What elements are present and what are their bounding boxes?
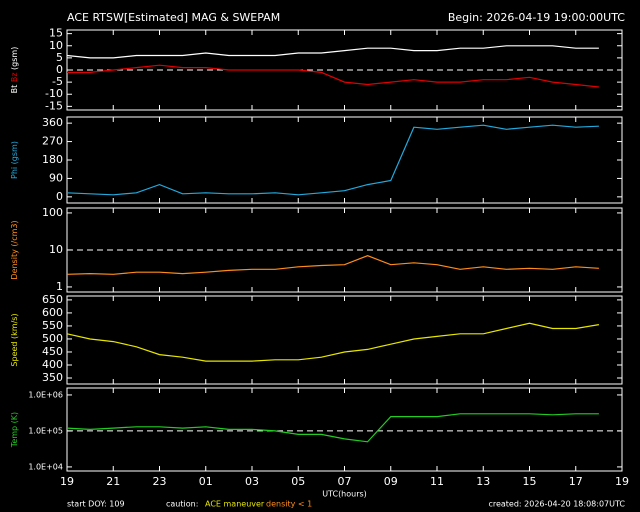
y-tick-label: 10 — [49, 39, 63, 52]
legend-entry: Speed — [10, 342, 19, 367]
footer-maneuver: ACE maneuver — [205, 500, 265, 509]
y-tick-label: 500 — [42, 332, 63, 345]
x-tick-label: 01 — [199, 475, 213, 488]
y-axis-title: (/cm3) — [10, 220, 19, 246]
y-axis-label: Bt Bz (gsm) — [10, 47, 19, 94]
series-line — [66, 255, 599, 275]
y-axis-label: Speed (km/s) — [10, 313, 19, 366]
x-tick-label: 17 — [569, 475, 583, 488]
y-axis-title: (gsm) — [10, 141, 19, 164]
y-tick-label: 0 — [56, 190, 63, 203]
y-axis-title: (gsm) — [10, 47, 19, 70]
legend-entry: Temp — [10, 426, 19, 448]
x-tick-label: 13 — [476, 475, 490, 488]
x-tick-label: 05 — [291, 475, 305, 488]
y-tick-label: 1.0E+06 — [28, 390, 63, 399]
y-tick-label: -10 — [45, 87, 63, 100]
x-tick-label: 19 — [615, 475, 629, 488]
y-tick-label: 450 — [42, 345, 63, 358]
footer-density: density < 1 — [266, 500, 312, 509]
y-tick-label: -15 — [45, 99, 63, 112]
plot-frame — [66, 295, 623, 385]
x-tick-label: 11 — [430, 475, 444, 488]
y-tick-label: 600 — [42, 306, 63, 319]
legend-entry: Bz — [10, 72, 19, 82]
y-tick-label: 90 — [49, 171, 63, 184]
x-tick-label: 09 — [384, 475, 398, 488]
legend-entry: Bt — [10, 85, 19, 94]
chart-title: ACE RTSW[Estimated] MAG & SWEPAM — [67, 11, 280, 24]
y-tick-label: 0 — [56, 63, 63, 76]
y-tick-label: 100 — [42, 206, 63, 219]
y-tick-label: 350 — [42, 371, 63, 384]
y-tick-label: 550 — [42, 319, 63, 332]
legend-entry: Density — [10, 249, 19, 280]
x-tick-label: 07 — [338, 475, 352, 488]
y-tick-label: 1 — [56, 280, 63, 293]
y-tick-label: 5 — [56, 51, 63, 64]
y-tick-label: 270 — [42, 135, 63, 148]
series-line — [67, 64, 599, 88]
y-tick-label: 15 — [49, 27, 63, 40]
y-axis-label: Density (/cm3) — [10, 220, 19, 279]
y-tick-label: 360 — [42, 116, 63, 129]
x-tick-label: 15 — [523, 475, 537, 488]
x-tick-label: 19 — [60, 475, 74, 488]
y-axis-label: Temp (K) — [10, 412, 19, 448]
series-line — [66, 45, 599, 59]
footer-start: start DOY: 109 — [67, 500, 125, 509]
y-axis-title: (K) — [10, 412, 19, 424]
footer-created: created: 2026-04-20 18:08:07UTC — [488, 500, 625, 509]
y-axis-title: (km/s) — [10, 313, 19, 339]
footer-caution: caution: — [166, 500, 198, 509]
series-line — [66, 322, 599, 362]
x-tick-label: 03 — [245, 475, 259, 488]
x-axis-label: UTC(hours) — [322, 490, 367, 499]
chart-subtitle: Begin: 2026-04-19 19:00:00UTC — [448, 11, 625, 24]
y-tick-label: 650 — [42, 293, 63, 306]
y-axis-label: Phi (gsm) — [10, 141, 19, 179]
y-tick-label: 10 — [49, 243, 63, 256]
x-tick-label: 23 — [153, 475, 167, 488]
legend-entry: Phi — [10, 167, 19, 179]
y-tick-label: 400 — [42, 358, 63, 371]
y-tick-label: -5 — [52, 75, 63, 88]
y-tick-label: 1.0E+05 — [28, 426, 63, 435]
series-line — [66, 413, 599, 443]
y-tick-label: 180 — [42, 153, 63, 166]
plot-frame — [66, 387, 623, 472]
y-tick-label: 1.0E+04 — [28, 462, 63, 471]
series-line — [66, 124, 599, 196]
x-tick-label: 21 — [106, 475, 120, 488]
